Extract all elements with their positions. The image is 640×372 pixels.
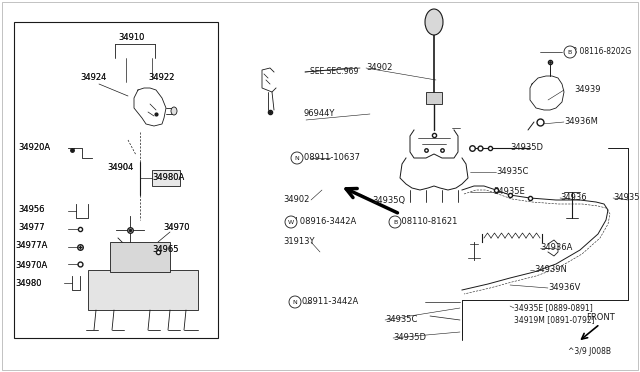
Text: N 08911-10637: N 08911-10637 [295,154,360,163]
Text: 34904: 34904 [107,164,133,173]
Text: 34924: 34924 [80,74,106,83]
Bar [88,270,198,310]
Text: 34977: 34977 [18,224,45,232]
Text: 34936V: 34936V [548,283,580,292]
Text: 34924: 34924 [80,74,106,83]
Circle shape [564,46,576,58]
Text: 34965: 34965 [152,246,179,254]
Text: 34936A: 34936A [540,244,572,253]
Text: N: N [292,299,298,305]
Text: 31913Y: 31913Y [283,237,314,247]
Text: 34970A: 34970A [15,260,47,269]
Text: 34935D: 34935D [393,334,426,343]
Text: W: W [288,219,294,224]
Text: 34910: 34910 [118,33,145,42]
Text: 34935D: 34935D [510,144,543,153]
Text: 34977A: 34977A [15,241,47,250]
Text: 34965: 34965 [152,246,179,254]
Bar [426,92,442,104]
Text: 34935E [0889-0891]: 34935E [0889-0891] [514,304,593,312]
Text: 34977A: 34977A [15,241,47,250]
Text: FRONT: FRONT [586,314,615,323]
Text: 34902: 34902 [366,64,392,73]
Text: 34920A: 34920A [18,144,50,153]
Text: 34922: 34922 [148,74,174,83]
Bar [14,22,218,338]
Text: 34980A: 34980A [152,173,184,183]
Text: 34935Q: 34935Q [372,196,405,205]
Text: 34920A: 34920A [18,144,50,153]
Text: 34935C: 34935C [496,167,529,176]
Text: 34980: 34980 [15,279,42,288]
Circle shape [285,216,297,228]
Text: 34977: 34977 [18,224,45,232]
Circle shape [291,152,303,164]
Text: 34919M [0891-0792]: 34919M [0891-0792] [514,315,595,324]
Text: 34980A: 34980A [152,173,184,183]
Text: 34904: 34904 [107,164,133,173]
Text: 34956: 34956 [18,205,45,215]
Text: 34956: 34956 [18,205,45,215]
Circle shape [289,296,301,308]
Text: B 08116-8202G: B 08116-8202G [572,48,631,57]
Text: SEE SEC.969: SEE SEC.969 [310,67,358,77]
Text: 34970: 34970 [163,224,189,232]
Text: 34980: 34980 [15,279,42,288]
Text: 34939: 34939 [574,86,600,94]
Text: B: B [568,49,572,55]
Bar [110,242,170,272]
Ellipse shape [425,9,443,35]
Text: 34935M: 34935M [613,193,640,202]
Text: 34936: 34936 [560,193,587,202]
Text: 34936M: 34936M [564,118,598,126]
Text: N 08911-3442A: N 08911-3442A [293,298,358,307]
Text: 34922: 34922 [148,74,174,83]
Text: 34939N: 34939N [534,266,567,275]
Text: 34902: 34902 [283,196,309,205]
Text: 96944Y: 96944Y [304,109,335,119]
Text: B 08110-81621: B 08110-81621 [393,218,458,227]
Text: 34970: 34970 [163,224,189,232]
Text: 34935C: 34935C [385,315,417,324]
Text: 34910: 34910 [118,33,145,42]
Text: 34970A: 34970A [15,260,47,269]
Text: N: N [294,155,300,160]
Text: B: B [393,219,397,224]
Bar [152,170,180,186]
Text: ^3/9 J008B: ^3/9 J008B [568,347,611,356]
Text: W 08916-3442A: W 08916-3442A [289,218,356,227]
Text: 34935E: 34935E [493,187,525,196]
Ellipse shape [171,107,177,115]
Circle shape [389,216,401,228]
